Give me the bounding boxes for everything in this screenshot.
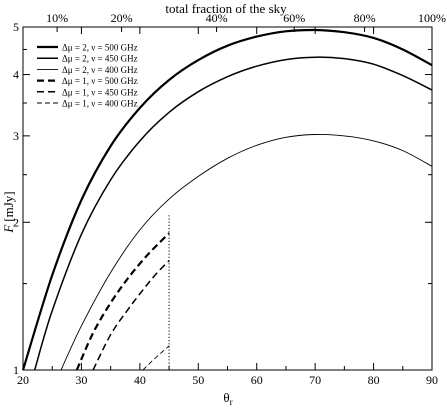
top-tick-label: 80% <box>354 11 376 25</box>
legend-label-6: Δμ = 1, ν = 400 GHz <box>62 99 138 109</box>
top-axis-title: total fraction of the sky <box>165 1 287 16</box>
y-axis-title-italic: F <box>1 224 16 234</box>
series-line-6 <box>142 345 170 371</box>
x-tick-label: 50 <box>192 373 204 387</box>
y-tick-label: 2 <box>13 215 19 229</box>
y-tick-label: 4 <box>13 68 19 82</box>
x-axis-title-sub: r <box>230 397 233 407</box>
series-line-4 <box>75 232 170 371</box>
x-axis-title-main: θ <box>223 390 229 405</box>
x-tick-label: 20 <box>17 373 29 387</box>
series-line-5 <box>92 260 170 371</box>
legend-label-1: Δμ = 2, ν = 500 GHz <box>62 43 138 53</box>
legend-label-3: Δμ = 2, ν = 400 GHz <box>62 65 138 75</box>
top-tick-label: 100% <box>418 11 446 25</box>
x-tick-label: 70 <box>309 373 321 387</box>
frame-and-ticks: 20 30 40 50 60 70 80 90 10% 20% 40% 60% 80% 100% 1 2 3 4 5 <box>13 11 446 387</box>
legend-label-4: Δμ = 1, ν = 500 GHz <box>62 76 138 86</box>
series-line-2 <box>33 56 433 371</box>
series-line-3 <box>60 133 433 371</box>
top-tick-label: 10% <box>46 11 68 25</box>
x-tick-label: 90 <box>426 373 438 387</box>
x-tick-label: 60 <box>251 373 263 387</box>
top-tick-label: 60% <box>283 11 305 25</box>
legend-label-2: Δμ = 2, ν = 450 GHz <box>62 54 138 64</box>
x-tick-label: 30 <box>75 373 87 387</box>
y-tick-label: 3 <box>13 129 19 143</box>
x-tick-label: 80 <box>368 373 380 387</box>
y-axis-title: F [mJy] <box>1 191 16 233</box>
y-tick-label: 5 <box>13 20 19 34</box>
legend-label-5: Δμ = 1, ν = 450 GHz <box>62 87 138 97</box>
series-line-1 <box>21 28 433 371</box>
x-tick-label: 40 <box>134 373 146 387</box>
y-tick-label: 1 <box>13 363 19 377</box>
x-axis-title: θr <box>223 390 232 407</box>
top-tick-label: 20% <box>111 11 133 25</box>
y-axis-title-unit: [mJy] <box>1 191 16 221</box>
series-group <box>21 28 433 371</box>
top-tick-label: 40% <box>206 11 228 25</box>
